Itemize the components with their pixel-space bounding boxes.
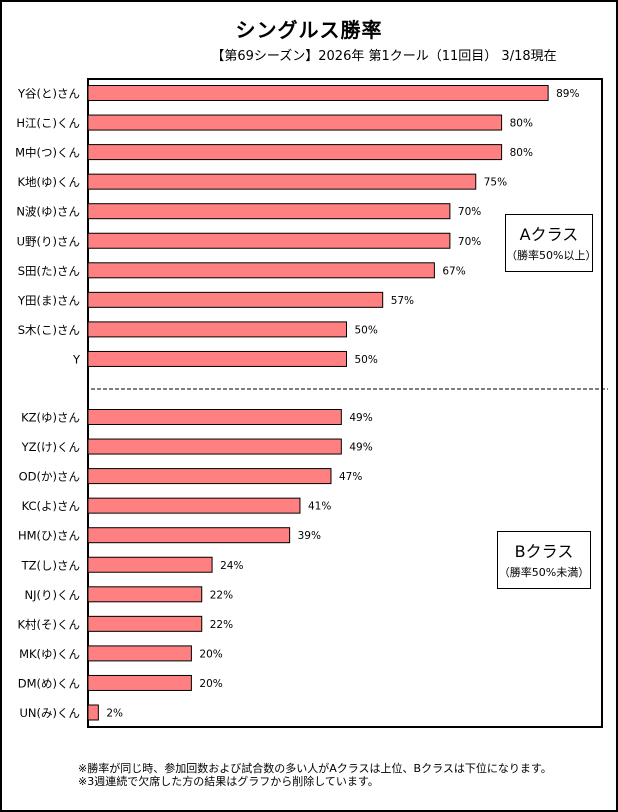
value-label: 75% [484,177,507,189]
category-label: H江(こ)くん [16,116,80,130]
chart-title: シングルス勝率 [235,18,383,42]
category-label: TZ(し)さん [21,558,80,572]
footnote-1: ※勝率が同じ時、参加回数および試合数の多い人がAクラスは上位、Bクラスは下位にな… [78,762,552,775]
value-label: 50% [355,354,378,366]
category-label: MK(ゆ)くん [19,647,80,661]
legend-class-a: Aクラス （勝率50%以上） [505,214,597,272]
bar [87,615,203,632]
value-label: 47% [339,471,362,483]
value-label: 70% [458,236,481,248]
value-label: 80% [510,118,533,130]
bar [87,674,192,691]
category-label: Y谷(と)さん [17,87,80,101]
value-label: 41% [308,501,331,513]
legend-class-b: Bクラス （勝率50%未満） [497,531,591,589]
bar [87,497,301,514]
bar [87,321,347,338]
category-label: K地(ゆ)くん [17,175,80,189]
value-label: 2% [106,708,123,720]
footnote-2: ※3週連続で欠席した方の結果はグラフから削除しています。 [78,775,379,788]
bar [87,114,503,131]
value-label: 24% [220,560,243,572]
bar [87,438,342,455]
value-label: 50% [355,324,378,336]
bar [87,232,451,249]
bar [87,586,203,603]
bar [87,262,435,279]
category-label: KC(よ)さん [22,499,80,513]
bar [87,203,451,220]
category-label: HM(ひ)さん [18,529,80,543]
category-label: Y田(ま)さん [17,293,80,307]
category-label: KZ(ゆ)さん [21,411,80,425]
value-label: 22% [210,589,233,601]
bar [87,645,192,662]
bar [87,409,342,425]
category-label: S田(た)さん [18,264,80,278]
category-label: Y [72,352,81,366]
value-label: 80% [510,147,533,159]
value-label: 39% [298,530,321,542]
category-label: NJ(り)くん [25,588,80,602]
category-label: OD(か)さん [19,470,80,484]
category-label: K村(そ)くん [17,617,80,631]
value-label: 57% [391,295,414,307]
bar [87,144,503,161]
footnotes: ※勝率が同じ時、参加回数および試合数の多い人がAクラスは上位、Bクラスは下位にな… [78,762,552,788]
value-label: 20% [199,648,222,660]
chart-subtitle: 【第69シーズン】2026年 第1クール（11回目） 3/18現在 [211,49,557,64]
value-label: 89% [556,88,579,100]
category-label: DM(め)くん [18,676,80,690]
category-label: M中(つ)くん [15,146,80,160]
category-label: U野(り)さん [17,234,80,248]
value-label: 20% [199,678,222,690]
value-label: 70% [458,206,481,218]
class-a-note: （勝率50%以上） [506,249,597,262]
bar [87,527,291,544]
category-label: UN(み)くん [20,706,81,720]
value-label: 67% [442,265,465,277]
value-label: 49% [349,412,372,424]
value-label: 22% [210,619,233,631]
category-label: N波(ゆ)さん [16,205,80,219]
plot-area [87,78,603,728]
bar [87,291,384,308]
value-label: 49% [349,442,372,454]
bar [87,556,213,573]
class-a-label: Aクラス [519,225,579,244]
category-label: S木(こ)さん [18,323,80,337]
category-label: YZ(け)くん [21,440,80,454]
bar [87,85,549,101]
class-b-note: （勝率50%未満） [498,566,590,579]
class-b-label: Bクラス [514,542,574,561]
bar [87,350,347,367]
bar [87,173,477,190]
bar [87,468,332,485]
bar [87,704,99,721]
